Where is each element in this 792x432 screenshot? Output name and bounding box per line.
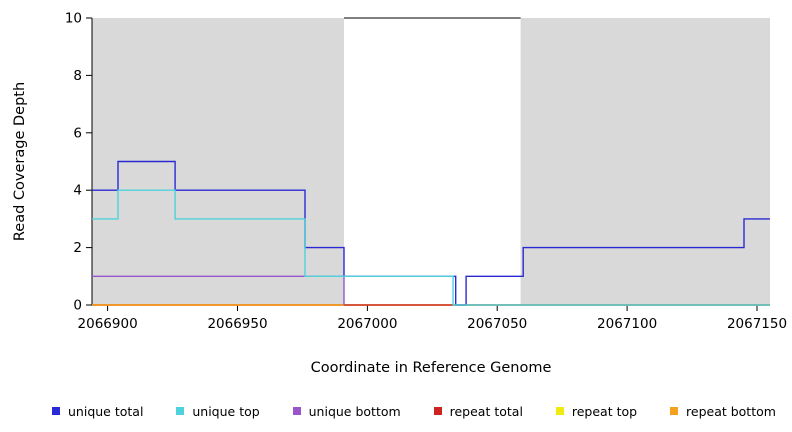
legend-swatch-repeat-bottom xyxy=(670,407,679,415)
legend: unique total unique top unique bottom re… xyxy=(0,392,792,426)
legend-item-unique-top: unique top xyxy=(176,403,260,419)
series-unique-top xyxy=(92,189,770,306)
legend-label-unique-total: unique total xyxy=(68,403,144,419)
y-tick-label: 2 xyxy=(73,240,82,256)
legend-swatch-unique-top xyxy=(176,407,185,415)
legend-label-repeat-bottom: repeat bottom xyxy=(686,403,776,419)
legend-item-unique-bottom: unique bottom xyxy=(292,403,401,419)
x-tick-label: 2067100 xyxy=(597,316,657,332)
x-tick-label: 2066950 xyxy=(207,316,267,332)
y-tick-label: 6 xyxy=(73,125,82,141)
x-axis-label: Coordinate in Reference Genome xyxy=(311,360,552,376)
shaded-regions xyxy=(92,18,770,305)
legend-label-repeat-top: repeat top xyxy=(571,403,638,419)
y-tick-label: 10 xyxy=(65,11,82,27)
x-tick-label: 2067150 xyxy=(727,316,787,332)
y-tick-label: 0 xyxy=(73,298,82,314)
legend-item-unique-total: unique total xyxy=(52,404,143,419)
legend-swatch-unique-bottom xyxy=(292,407,301,415)
coverage-plot: 2066900 2066950 2067000 2067050 2067100 20671… xyxy=(12,11,787,377)
legend-label-unique-top: unique top xyxy=(192,403,260,419)
legend-swatch-repeat-total xyxy=(433,407,442,415)
series-lines xyxy=(92,160,770,306)
y-axis-label: Read Coverage Depth xyxy=(12,82,28,241)
legend-item-repeat-bottom: repeat bottom xyxy=(670,404,776,419)
y-tick-label: 4 xyxy=(73,183,82,199)
legend-swatch-repeat-top xyxy=(555,407,564,415)
legend-item-repeat-total: repeat total xyxy=(433,403,523,419)
x-tick-label: 2066900 xyxy=(78,316,138,332)
legend-label-unique-bottom: unique bottom xyxy=(308,403,401,419)
x-tick-label: 2067000 xyxy=(337,316,397,332)
legend-swatch-unique-total xyxy=(52,407,60,415)
legend-item-repeat-top: repeat top xyxy=(555,403,638,419)
y-tick-label: 8 xyxy=(73,68,82,84)
legend-label-repeat-total: repeat total xyxy=(449,403,523,419)
x-tick-label: 2067050 xyxy=(467,316,527,332)
